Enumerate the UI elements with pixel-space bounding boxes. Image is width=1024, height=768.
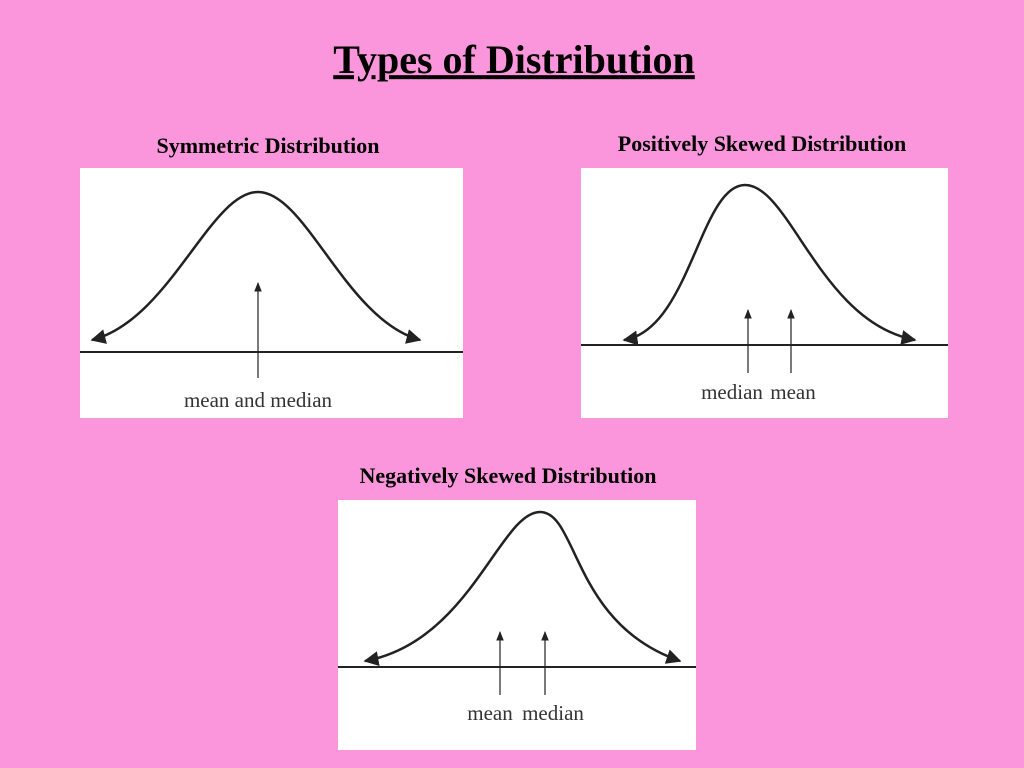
curve xyxy=(90,190,422,344)
panel-box xyxy=(338,500,696,750)
measure-label: mean xyxy=(467,701,513,725)
measure-label: median xyxy=(522,701,584,725)
panel-box xyxy=(581,168,948,418)
panel-title: Negatively Skewed Distribution xyxy=(360,463,657,488)
curve xyxy=(622,183,917,346)
curve xyxy=(363,510,682,666)
slide-title: Types of Distribution xyxy=(333,37,695,82)
measure-label: median xyxy=(701,380,763,404)
panel-title: Symmetric Distribution xyxy=(156,133,379,158)
measure-label: mean and median xyxy=(184,388,333,412)
panel-box xyxy=(80,168,463,418)
measure-label: mean xyxy=(770,380,816,404)
panel-title: Positively Skewed Distribution xyxy=(618,131,906,156)
